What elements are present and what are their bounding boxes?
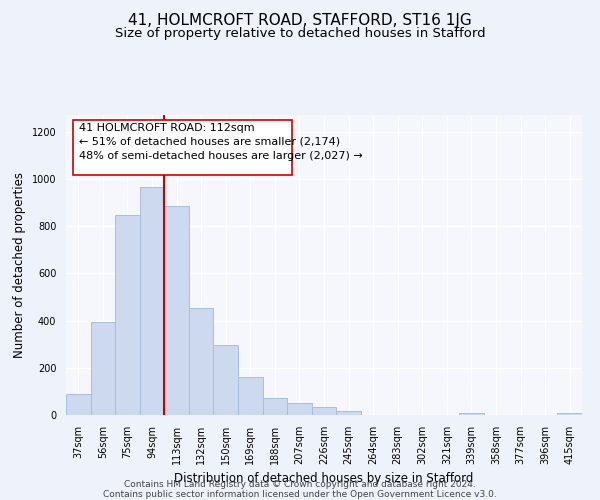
Bar <box>263 398 287 415</box>
Text: Size of property relative to detached houses in Stafford: Size of property relative to detached ho… <box>115 28 485 40</box>
Bar <box>91 322 115 415</box>
Bar <box>238 377 263 415</box>
Text: Contains HM Land Registry data © Crown copyright and database right 2024.: Contains HM Land Registry data © Crown c… <box>124 480 476 489</box>
Text: Contains public sector information licensed under the Open Government Licence v3: Contains public sector information licen… <box>103 490 497 499</box>
Bar <box>214 346 238 415</box>
Bar <box>189 308 214 415</box>
Bar <box>557 412 582 415</box>
FancyBboxPatch shape <box>73 120 292 175</box>
Bar <box>164 206 189 415</box>
Bar <box>459 412 484 415</box>
Bar <box>66 394 91 415</box>
Bar <box>115 216 140 415</box>
Text: 41 HOLMCROFT ROAD: 112sqm
← 51% of detached houses are smaller (2,174)
48% of se: 41 HOLMCROFT ROAD: 112sqm ← 51% of detac… <box>79 122 362 160</box>
Bar <box>287 403 312 415</box>
Bar <box>140 187 164 415</box>
Y-axis label: Number of detached properties: Number of detached properties <box>13 172 26 358</box>
X-axis label: Distribution of detached houses by size in Stafford: Distribution of detached houses by size … <box>175 472 473 486</box>
Bar <box>312 408 336 415</box>
Text: 41, HOLMCROFT ROAD, STAFFORD, ST16 1JG: 41, HOLMCROFT ROAD, STAFFORD, ST16 1JG <box>128 12 472 28</box>
Bar <box>336 410 361 415</box>
